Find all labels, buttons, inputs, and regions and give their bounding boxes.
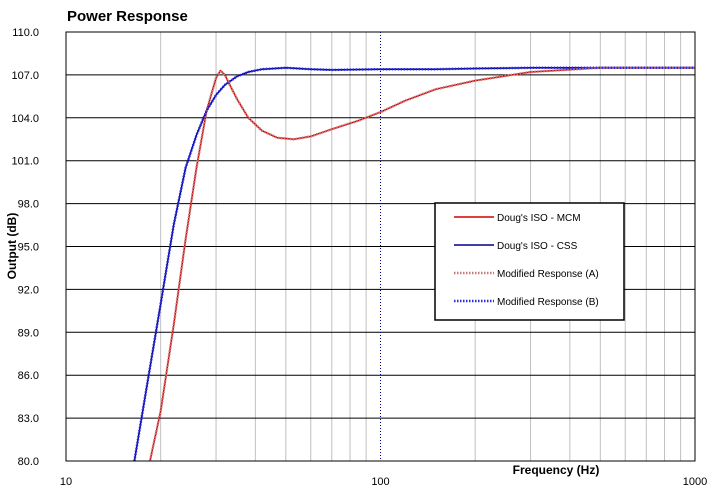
y-tick-label: 110.0: [12, 27, 39, 39]
y-tick-label: 83.0: [18, 413, 39, 425]
x-axis-label: Frequency (Hz): [513, 463, 600, 477]
y-tick-labels: 80.0 83.0 86.0 89.0 92.0 95.0 98.0 101.0 104.0 10…: [11, 27, 39, 468]
x-tick-label: 100: [371, 476, 389, 488]
major-gridlines: [66, 31, 695, 462]
y-tick-label: 101.0: [11, 156, 39, 168]
legend-label: Doug's ISO - MCM: [497, 213, 581, 224]
series-line-doug-s-iso-css: [133, 67, 695, 462]
chart-title: Power Response: [67, 8, 188, 25]
y-tick-label: 98.0: [18, 199, 39, 211]
x-tick-labels: 10 100 1000: [60, 476, 707, 488]
y-tick-label: 80.0: [18, 456, 39, 468]
y-tick-label: 86.0: [18, 370, 39, 382]
series-line-modified-response-a: [148, 66, 695, 462]
y-tick-label: 89.0: [18, 327, 39, 339]
legend-label: Modified Response (A): [497, 269, 599, 280]
legend: Doug's ISO - MCM Doug's ISO - CSS Modified…: [434, 202, 625, 321]
y-axis-label: Output (dB): [5, 213, 19, 280]
plot-border: [65, 31, 696, 462]
y-tick-label: 104.0: [11, 113, 39, 125]
y-tick-label: 95.0: [18, 242, 39, 254]
legend-label: Doug's ISO - CSS: [497, 241, 578, 252]
series-layer: [133, 66, 695, 462]
y-tick-label: 92.0: [18, 284, 39, 296]
y-tick-label: 107.0: [11, 70, 39, 82]
x-tick-label: 10: [60, 476, 72, 488]
legend-label: Modified Response (B): [497, 297, 599, 308]
x-tick-label: 1000: [683, 476, 707, 488]
